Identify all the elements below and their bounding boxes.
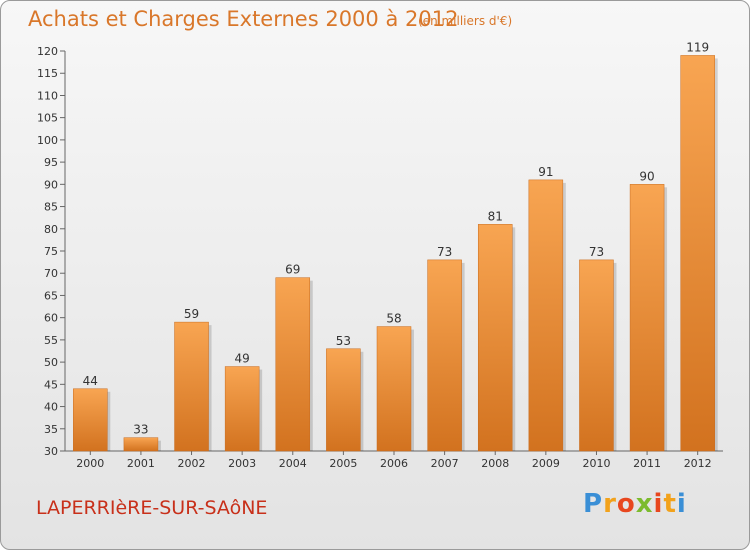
proxiti-logo: Proxiti [583,489,687,519]
x-tick-label: 2004 [279,457,307,470]
value-label-2002: 59 [184,307,199,321]
logo-letter: i [653,489,664,519]
value-label-2000: 44 [83,374,98,388]
bar-2005 [326,348,361,452]
y-tick-label: 70 [44,267,58,280]
y-tick-label: 30 [44,445,58,458]
x-tick-label: 2008 [481,457,509,470]
value-label-2003: 49 [235,352,250,366]
x-tick-label: 2006 [380,457,408,470]
y-tick-label: 120 [37,45,58,58]
bar-2002 [174,321,209,452]
y-tick-label: 100 [37,134,58,147]
x-tick-label: 2000 [76,457,104,470]
bar-2009 [528,179,564,452]
y-tick-label: 110 [37,89,58,102]
x-tick-label: 2001 [127,457,155,470]
y-tick-label: 50 [44,356,58,369]
bar-2011 [629,184,665,452]
y-tick-label: 90 [44,178,58,191]
logo-letter: x [635,489,654,519]
y-tick-label: 65 [44,289,58,302]
logo-letter: r [603,489,617,519]
y-tick-label: 80 [44,223,58,236]
x-tick-label: 2007 [431,457,459,470]
x-tick-label: 2010 [582,457,610,470]
y-tick-label: 115 [37,67,58,80]
chart-title: Achats et Charges Externes 2000 à 2012 [28,7,459,31]
value-label-2004: 69 [285,263,300,277]
x-tick-label: 2011 [633,457,661,470]
x-tick-label: 2012 [684,457,712,470]
bar-2012 [680,55,715,452]
y-tick-label: 40 [44,401,58,414]
logo-letter: P [583,489,604,519]
value-label-2007: 73 [437,245,452,259]
bar-2004 [275,277,311,452]
bar-2003 [224,366,260,452]
bar-2007 [427,259,462,452]
chart-unit: (en milliers d'€) [418,14,513,28]
x-tick-label: 2003 [228,457,256,470]
value-label-2009: 91 [538,165,553,179]
y-tick-label: 85 [44,201,58,214]
value-label-2012: 119 [686,40,709,54]
x-tick-label: 2009 [532,457,560,470]
logo-letter: t [663,489,677,519]
y-tick-label: 105 [37,112,58,125]
x-tick-label: 2005 [329,457,357,470]
y-tick-label: 35 [44,423,58,436]
x-tick-label: 2002 [178,457,206,470]
bar-2010 [579,259,614,452]
y-tick-label: 95 [44,156,58,169]
y-tick-label: 75 [44,245,58,258]
value-label-2001: 33 [133,423,148,437]
bar-2006 [376,326,412,452]
value-label-2011: 90 [639,169,654,183]
value-label-2005: 53 [336,334,351,348]
bar-2001 [123,437,159,452]
bar-2008 [477,224,513,452]
y-tick-label: 55 [44,334,58,347]
value-label-2006: 58 [386,312,401,326]
value-label-2010: 73 [589,245,604,259]
bar-2000 [73,388,108,452]
commune-name: LAPERRIèRE-SUR-SAôNE [36,497,268,519]
y-tick-label: 45 [44,378,58,391]
logo-letter: i [676,489,687,519]
value-label-2008: 81 [488,209,503,223]
y-tick-label: 60 [44,312,58,325]
logo-letter: o [616,489,636,519]
